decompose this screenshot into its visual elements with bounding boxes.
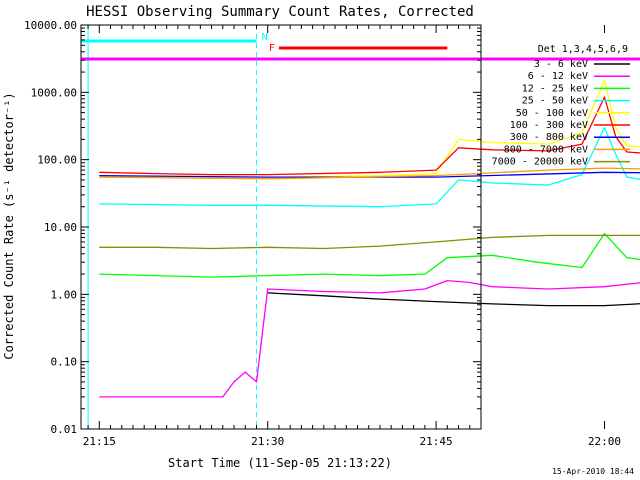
series-line-7 [99, 167, 640, 180]
series-line-3 [99, 126, 640, 208]
legend-label-3: 25 - 50 keV [522, 96, 588, 107]
series-line-8 [99, 234, 640, 250]
legend-title: Det 1,3,4,5,6,9 [538, 44, 628, 55]
series-line-1 [99, 279, 640, 398]
axes: 21:1521:3021:4522:0022:1522:3022:450.010… [24, 19, 621, 448]
chart-title: HESSI Observing Summary Count Rates, Cor… [86, 4, 474, 20]
legend-label-4: 50 - 100 keV [516, 108, 588, 119]
status-bars: NFA0A1 [80, 32, 640, 61]
legend-label-6: 300 - 800 keV [510, 132, 588, 143]
plot-frame [80, 24, 482, 430]
status-label-0: N [262, 32, 268, 43]
legend-label-2: 12 - 25 keV [522, 83, 588, 94]
y-tick-label-4: 100.00 [37, 154, 77, 167]
x-axis-label: Start Time (11-Sep-05 21:13:22) [168, 456, 392, 470]
legend-label-7: 800 - 7000 keV [504, 144, 588, 155]
legend-label-1: 6 - 12 keV [528, 71, 588, 82]
series-line-5 [99, 96, 640, 176]
series-line-4 [99, 79, 640, 178]
series-line-6 [99, 171, 640, 178]
x-tick-label-1: 21:30 [251, 435, 284, 448]
x-tick-label-3: 22:00 [588, 435, 621, 448]
series-group [99, 79, 640, 398]
x-tick-label-0: 21:15 [83, 435, 116, 448]
y-tick-label-1: 0.10 [51, 356, 78, 369]
legend-label-8: 7000 - 20000 keV [492, 157, 588, 168]
timestamp: 15-Apr-2010 18:44 [552, 467, 634, 476]
legend-label-5: 100 - 300 keV [510, 120, 588, 131]
x-tick-label-2: 21:45 [420, 435, 453, 448]
series-line-0 [267, 292, 640, 307]
y-axis-label: Corrected Count Rate (s⁻¹ detector⁻¹) [2, 92, 16, 359]
status-label-1: F [269, 43, 275, 54]
series-line-2 [99, 232, 640, 278]
legend-label-0: 3 - 6 keV [534, 59, 588, 70]
y-tick-label-3: 10.00 [44, 221, 77, 234]
y-tick-label-0: 0.01 [51, 423, 78, 436]
y-tick-label-6: 10000.00 [24, 19, 77, 32]
y-tick-label-2: 1.00 [51, 288, 78, 301]
y-tick-label-5: 1000.00 [31, 86, 77, 99]
